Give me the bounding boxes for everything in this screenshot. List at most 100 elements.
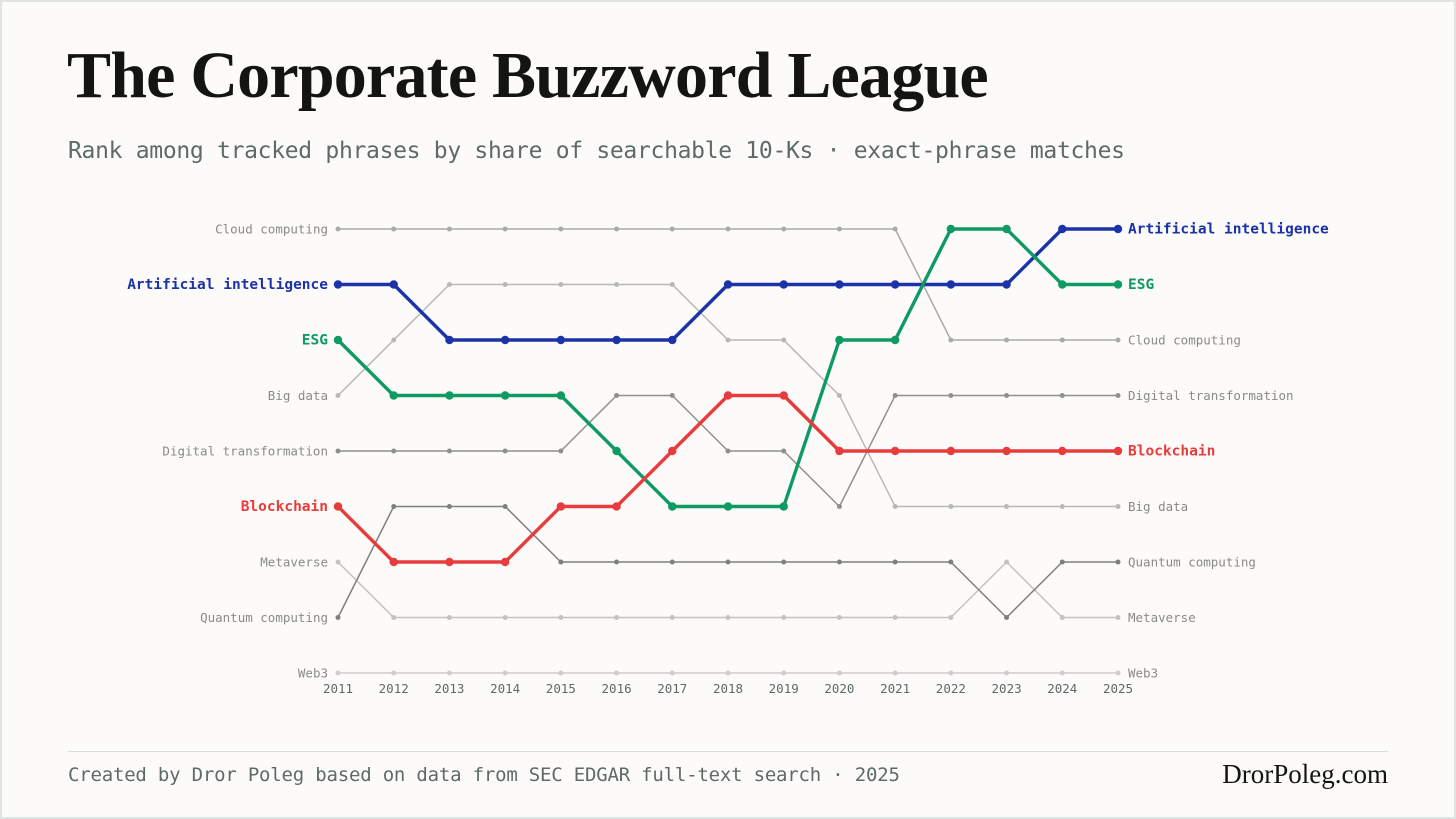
- data-point: [502, 615, 508, 620]
- data-point: [445, 557, 454, 567]
- data-point: [723, 391, 733, 400]
- data-point: [669, 559, 675, 565]
- data-point: [391, 504, 397, 509]
- data-point: [1002, 224, 1011, 234]
- data-point: [835, 280, 844, 289]
- series-cloud-computing: Cloud computing Cloud computing: [215, 222, 1241, 348]
- chart-title: The Corporate Buzzword League: [67, 39, 989, 112]
- x-tick-label: 2021: [880, 681, 910, 696]
- data-point: [558, 448, 564, 454]
- data-point: [1002, 446, 1011, 456]
- data-point: [1059, 504, 1065, 509]
- data-point: [556, 391, 566, 400]
- series-label-left: Web3: [298, 666, 328, 681]
- x-tick-label: 2019: [769, 681, 799, 696]
- data-point: [892, 559, 898, 565]
- data-point: [614, 282, 620, 287]
- data-point: [500, 391, 510, 400]
- series-label-right: ESG: [1128, 277, 1154, 293]
- data-point: [1004, 337, 1010, 343]
- data-point: [725, 615, 731, 620]
- data-point: [335, 559, 341, 565]
- series-label-right: Blockchain: [1128, 444, 1215, 460]
- data-point: [391, 448, 397, 454]
- data-point: [835, 335, 844, 345]
- series-label-left: ESG: [302, 333, 328, 349]
- data-point: [948, 393, 954, 398]
- data-point: [836, 226, 842, 232]
- data-point: [1004, 615, 1010, 620]
- data-point: [725, 448, 731, 454]
- series-label-right: Artificial intelligence: [1128, 222, 1329, 238]
- data-point: [391, 615, 397, 620]
- data-point: [1002, 280, 1011, 289]
- data-point: [723, 502, 733, 511]
- data-point: [668, 335, 677, 345]
- footer-divider: [68, 751, 1388, 752]
- series-label-right: Big data: [1128, 499, 1188, 514]
- data-point: [335, 448, 341, 454]
- data-point: [1004, 504, 1010, 509]
- data-point: [389, 280, 398, 289]
- data-point: [836, 393, 842, 398]
- series-big-data: Big data Big data: [268, 282, 1188, 514]
- data-point: [391, 226, 397, 232]
- data-point: [946, 280, 956, 289]
- footer-credit: Created by Dror Poleg based on data from…: [68, 764, 900, 786]
- chart-subtitle: Rank among tracked phrases by share of s…: [68, 138, 1125, 164]
- data-point: [836, 559, 842, 565]
- data-point: [725, 226, 731, 232]
- data-point: [781, 448, 787, 454]
- data-point: [1059, 670, 1065, 676]
- data-point: [389, 391, 398, 400]
- series-label-left: Big data: [268, 388, 328, 403]
- data-point: [614, 615, 620, 620]
- x-tick-label: 2024: [1047, 681, 1077, 696]
- data-point: [1058, 446, 1067, 456]
- series-label-left: Cloud computing: [215, 222, 328, 237]
- data-point: [1059, 393, 1065, 398]
- data-point: [890, 446, 900, 456]
- data-point: [946, 224, 956, 234]
- x-tick-label: 2014: [490, 681, 520, 696]
- data-point: [614, 559, 620, 565]
- data-point: [446, 282, 452, 287]
- data-point: [558, 670, 564, 676]
- data-point: [725, 337, 731, 343]
- data-point: [1115, 615, 1121, 620]
- data-point: [1004, 393, 1010, 398]
- series-label-left: Quantum computing: [200, 610, 328, 625]
- series-label-left: Artificial intelligence: [127, 277, 328, 293]
- data-point: [1115, 337, 1121, 343]
- data-point: [333, 335, 343, 345]
- data-point: [669, 615, 675, 620]
- series-quantum-computing: Quantum computing Quantum computing: [200, 504, 1256, 625]
- x-tick-label: 2011: [323, 681, 353, 696]
- data-point: [558, 226, 564, 232]
- data-point: [558, 615, 564, 620]
- data-point: [1059, 559, 1065, 565]
- data-point: [836, 504, 842, 509]
- series-web3: Web3 Web3: [298, 666, 1158, 681]
- data-point: [892, 615, 898, 620]
- series-artificial-intelligence: Artificial intelligence Artificial intell…: [127, 222, 1329, 345]
- data-point: [1115, 504, 1121, 509]
- series-label-right: Cloud computing: [1128, 333, 1241, 348]
- x-tick-label: 2020: [824, 681, 854, 696]
- data-point: [1004, 670, 1010, 676]
- series-line: [337, 561, 1119, 619]
- data-point: [1115, 559, 1121, 565]
- data-point: [445, 391, 454, 400]
- data-point: [502, 282, 508, 287]
- data-point: [614, 670, 620, 676]
- data-point: [781, 559, 787, 565]
- data-point: [948, 559, 954, 565]
- data-point: [502, 226, 508, 232]
- data-point: [1058, 280, 1067, 289]
- data-point: [446, 504, 452, 509]
- data-point: [391, 670, 397, 676]
- series-label-left: Blockchain: [241, 499, 328, 515]
- data-point: [836, 615, 842, 620]
